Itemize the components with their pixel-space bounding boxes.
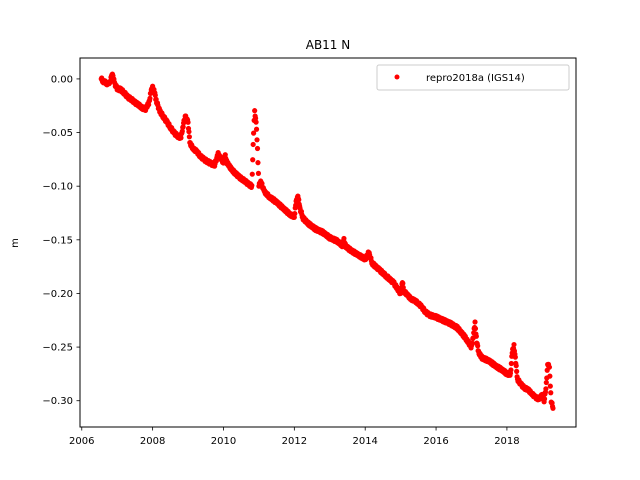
y-tick-label: −0.05: [42, 128, 73, 139]
legend-label: repro2018a (IGS14): [426, 73, 525, 84]
data-point: [186, 134, 192, 140]
y-tick-label: −0.10: [42, 182, 73, 193]
data-point: [255, 170, 262, 176]
data-point: [255, 160, 261, 166]
data-point: [185, 119, 191, 125]
data-point: [253, 119, 259, 125]
data-point: [548, 390, 554, 396]
data-point: [543, 386, 549, 392]
data-point: [292, 211, 298, 217]
data-point: [250, 157, 256, 163]
data-point: [254, 145, 261, 152]
data-point: [547, 373, 553, 379]
y-axis-label: m: [10, 238, 21, 248]
x-tick-label: 2014: [352, 436, 377, 447]
x-tick-label: 2008: [140, 436, 165, 447]
x-axis: 2006 2008 2010 2012 2014 2016 2018: [69, 427, 520, 447]
data-point: [543, 379, 549, 386]
data-point: [473, 333, 479, 339]
legend: repro2018a (IGS14): [376, 64, 570, 91]
data-point: [253, 126, 260, 132]
data-point: [550, 405, 556, 411]
data-point: [180, 124, 186, 130]
data-point: [469, 340, 475, 346]
y-tick-label: 0.00: [51, 74, 73, 85]
data-point: [249, 171, 255, 177]
legend-marker: [394, 74, 400, 80]
data-point: [546, 364, 553, 370]
data-point: [472, 325, 479, 332]
data-point: [253, 115, 259, 121]
data-point: [475, 343, 481, 349]
y-tick-label: −0.30: [42, 396, 73, 407]
x-tick-label: 2010: [211, 436, 236, 447]
data-point: [250, 141, 256, 148]
data-point: [512, 354, 518, 360]
data-point: [186, 129, 192, 135]
x-tick-label: 2006: [69, 436, 94, 447]
data-point: [251, 130, 257, 136]
data-point: [252, 108, 258, 114]
data-point: [296, 197, 302, 203]
data-point: [152, 92, 158, 98]
data-point: [249, 182, 255, 189]
y-tick-label: −0.25: [42, 343, 73, 354]
legend-box: [376, 64, 570, 91]
data-point: [147, 95, 153, 101]
data-point: [511, 341, 517, 348]
data-point: [472, 319, 478, 325]
y-tick-label: −0.20: [42, 289, 73, 300]
x-tick-label: 2016: [423, 436, 448, 447]
x-tick-label: 2012: [282, 436, 307, 447]
y-axis: 0.00 −0.05 −0.10 −0.15 −0.20 −0.25 −0.30: [42, 74, 80, 407]
chart-title: AB11 N: [306, 38, 351, 52]
data-points: [98, 71, 556, 411]
data-point: [254, 137, 260, 143]
data-point: [514, 368, 520, 374]
data-point: [178, 135, 184, 141]
data-point: [179, 128, 185, 134]
data-point: [400, 280, 406, 286]
data-point: [508, 360, 514, 367]
data-point: [541, 396, 548, 402]
data-point: [513, 363, 519, 369]
y-tick-label: −0.15: [42, 235, 73, 246]
data-point: [547, 383, 553, 389]
data-point: [341, 235, 347, 242]
data-point: [508, 367, 514, 373]
plot-area: [79, 57, 577, 428]
x-tick-label: 2018: [494, 436, 519, 447]
plot-frame: [79, 57, 577, 428]
